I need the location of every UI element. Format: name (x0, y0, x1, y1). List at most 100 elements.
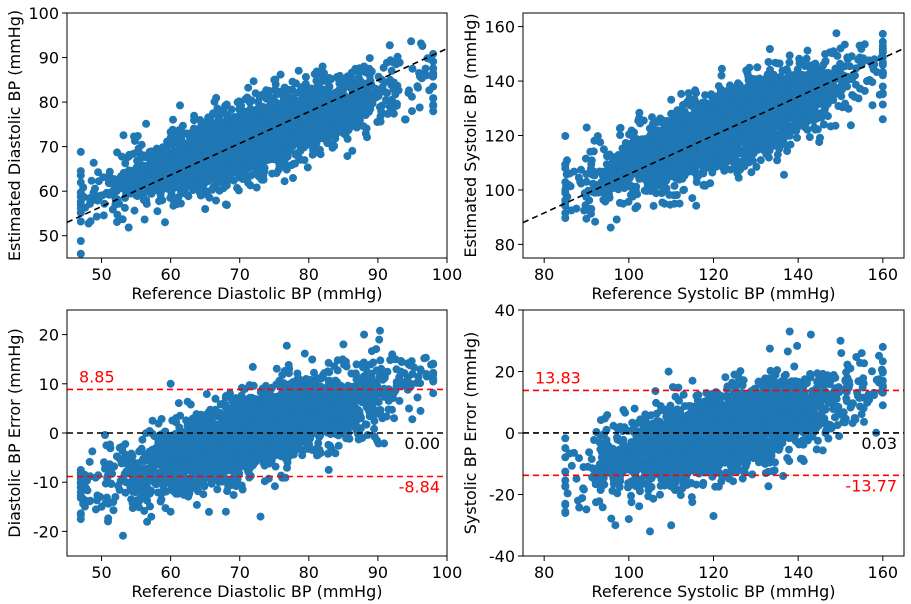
data-point (841, 100, 850, 109)
data-point (389, 109, 398, 118)
data-point (105, 176, 114, 185)
data-point (124, 223, 133, 232)
data-point (775, 59, 784, 68)
scatter-points (76, 37, 438, 258)
data-point (344, 126, 353, 135)
data-point (429, 100, 438, 109)
data-point (690, 95, 699, 104)
data-point (282, 153, 291, 162)
data-point (610, 180, 619, 189)
data-point (134, 144, 143, 153)
data-point (174, 193, 183, 202)
data-point (325, 82, 334, 91)
data-point (288, 105, 297, 114)
data-point (168, 166, 177, 175)
data-point (614, 151, 623, 159)
data-point (218, 165, 226, 174)
data-point (360, 62, 369, 71)
data-point (119, 131, 128, 140)
data-point (640, 156, 648, 165)
data-point (587, 160, 596, 169)
data-point (823, 112, 832, 121)
data-point (169, 115, 177, 124)
data-point (684, 89, 693, 98)
axes-frame (66, 12, 448, 259)
data-point (256, 166, 265, 175)
x-tick-label: 60 (160, 265, 180, 284)
data-point (713, 111, 722, 120)
data-point (113, 218, 121, 226)
data-point (803, 81, 812, 90)
data-point (233, 184, 242, 192)
data-point (407, 92, 416, 101)
data-point (141, 152, 150, 161)
data-point (85, 194, 94, 203)
data-point (317, 70, 326, 79)
data-point (856, 84, 865, 93)
data-point (254, 139, 263, 148)
data-point (212, 178, 221, 187)
data-point (811, 59, 820, 68)
data-point (176, 101, 184, 110)
data-point (258, 145, 267, 154)
data-point (152, 170, 161, 179)
data-point (248, 142, 257, 151)
data-point (252, 130, 261, 139)
data-point (221, 102, 230, 110)
data-point (76, 249, 85, 258)
data-point (607, 162, 616, 171)
data-point (429, 82, 438, 91)
data-point (260, 156, 269, 165)
data-point (183, 191, 192, 200)
data-point (872, 68, 881, 77)
data-point (301, 73, 310, 81)
x-axis-label: Reference Diastolic BP (mmHg) (132, 284, 383, 303)
data-point (662, 176, 671, 185)
data-point (264, 145, 273, 154)
data-point (210, 97, 219, 106)
data-point (322, 123, 331, 132)
data-point (383, 109, 392, 118)
data-point (801, 62, 809, 70)
data-point (283, 87, 292, 96)
data-point (756, 156, 765, 165)
data-point (348, 146, 357, 155)
data-point (429, 94, 438, 103)
x-tick-label: 50 (91, 265, 111, 284)
data-point (606, 223, 615, 232)
x-tick-label: 70 (230, 265, 250, 284)
data-point (162, 180, 171, 189)
data-point (371, 93, 379, 102)
data-point (635, 108, 644, 117)
data-point (136, 175, 145, 184)
data-point (606, 168, 615, 177)
data-point (612, 215, 621, 224)
data-point (295, 98, 304, 107)
data-point (274, 109, 283, 118)
data-point (202, 164, 211, 173)
data-point (194, 155, 203, 164)
data-point (153, 207, 162, 216)
data-point (323, 139, 332, 148)
data-point (359, 122, 368, 131)
x-tick-label: 90 (368, 265, 388, 284)
data-point (130, 132, 138, 141)
data-point (189, 139, 198, 148)
data-point (216, 140, 225, 149)
data-point (223, 131, 232, 140)
data-point (826, 69, 835, 78)
data-point (349, 75, 358, 84)
data-point (771, 140, 780, 149)
data-point (225, 115, 234, 124)
data-point (819, 100, 828, 108)
data-point (124, 153, 133, 162)
data-point (389, 58, 398, 67)
data-point (422, 71, 431, 80)
data-point (298, 88, 307, 97)
data-point (843, 82, 852, 91)
data-point (262, 94, 271, 103)
data-point (120, 203, 129, 212)
data-point (387, 66, 396, 75)
data-point (660, 185, 669, 194)
